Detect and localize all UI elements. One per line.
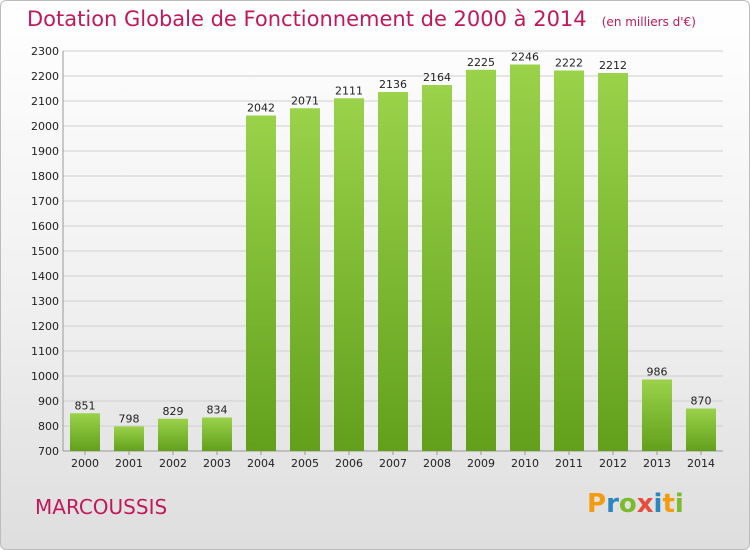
chart-title: Dotation Globale de Fonctionnement de 20… (27, 7, 587, 31)
x-tick-label: 2008 (423, 457, 451, 470)
bar-value-label: 829 (163, 405, 184, 418)
chart-subtitle: (en milliers d'€) (601, 15, 696, 29)
x-tick-label: 2000 (71, 457, 99, 470)
x-tick-label: 2010 (511, 457, 539, 470)
y-tick-label: 900 (38, 395, 59, 408)
bar (202, 417, 232, 451)
y-tick-label: 2100 (31, 95, 59, 108)
y-tick-label: 1200 (31, 320, 59, 333)
bar (466, 69, 496, 451)
y-tick-label: 1800 (31, 170, 59, 183)
bar-value-label: 2225 (467, 56, 495, 69)
bar-value-label: 851 (75, 399, 96, 412)
x-tick-label: 2012 (599, 457, 627, 470)
bar-value-label: 2164 (423, 71, 451, 84)
brand-letter: o (618, 489, 637, 519)
bar (70, 413, 100, 451)
x-tick-label: 2003 (203, 457, 231, 470)
bar-value-label: 2246 (511, 51, 539, 64)
brand-letter: P (587, 489, 607, 519)
bar (290, 108, 320, 451)
brand-logo: Proxiti (587, 489, 684, 519)
bar-value-label: 2111 (335, 84, 363, 97)
x-tick-label: 2011 (555, 457, 583, 470)
commune-name: MARCOUSSIS (35, 495, 168, 519)
brand-letter: x (636, 489, 654, 519)
brand-letter: t (662, 489, 675, 519)
y-tick-label: 2300 (31, 45, 59, 58)
bar-value-label: 870 (691, 395, 712, 408)
bar (378, 92, 408, 451)
bar (246, 115, 276, 451)
x-tick-label: 2007 (379, 457, 407, 470)
bar-value-label: 2042 (247, 102, 275, 115)
bar-value-label: 2212 (599, 59, 627, 72)
y-tick-label: 1100 (31, 345, 59, 358)
bar (422, 85, 452, 451)
x-tick-label: 2009 (467, 457, 495, 470)
bar (554, 70, 584, 451)
bar (598, 73, 628, 451)
bar-value-label: 2222 (555, 57, 583, 70)
bar (686, 408, 716, 451)
x-tick-label: 2005 (291, 457, 319, 470)
brand-letter: i (674, 489, 684, 519)
x-tick-label: 2013 (643, 457, 671, 470)
y-tick-label: 1000 (31, 370, 59, 383)
y-tick-label: 2200 (31, 70, 59, 83)
x-tick-label: 2004 (247, 457, 275, 470)
y-tick-label: 700 (38, 445, 59, 458)
bar-value-label: 2071 (291, 94, 319, 107)
y-tick-label: 1600 (31, 220, 59, 233)
bar (642, 379, 672, 451)
chart-title-block: Dotation Globale de Fonctionnement de 20… (27, 7, 696, 31)
bar-value-label: 798 (119, 413, 140, 426)
y-tick-label: 1900 (31, 145, 59, 158)
bar (114, 426, 144, 451)
x-tick-label: 2006 (335, 457, 363, 470)
bar (334, 98, 364, 451)
bar-value-label: 2136 (379, 78, 407, 91)
x-tick-label: 2002 (159, 457, 187, 470)
bar-value-label: 986 (647, 366, 668, 379)
bar (158, 418, 188, 451)
x-tick-label: 2014 (687, 457, 715, 470)
y-tick-label: 800 (38, 420, 59, 433)
brand-letter: i (653, 489, 663, 519)
bar (510, 64, 540, 451)
x-tick-label: 2001 (115, 457, 143, 470)
bar-value-label: 834 (207, 404, 228, 417)
y-tick-label: 1700 (31, 195, 59, 208)
y-tick-label: 1500 (31, 245, 59, 258)
y-tick-label: 1300 (31, 295, 59, 308)
y-tick-label: 2000 (31, 120, 59, 133)
y-tick-label: 1400 (31, 270, 59, 283)
brand-letter: r (606, 489, 619, 519)
